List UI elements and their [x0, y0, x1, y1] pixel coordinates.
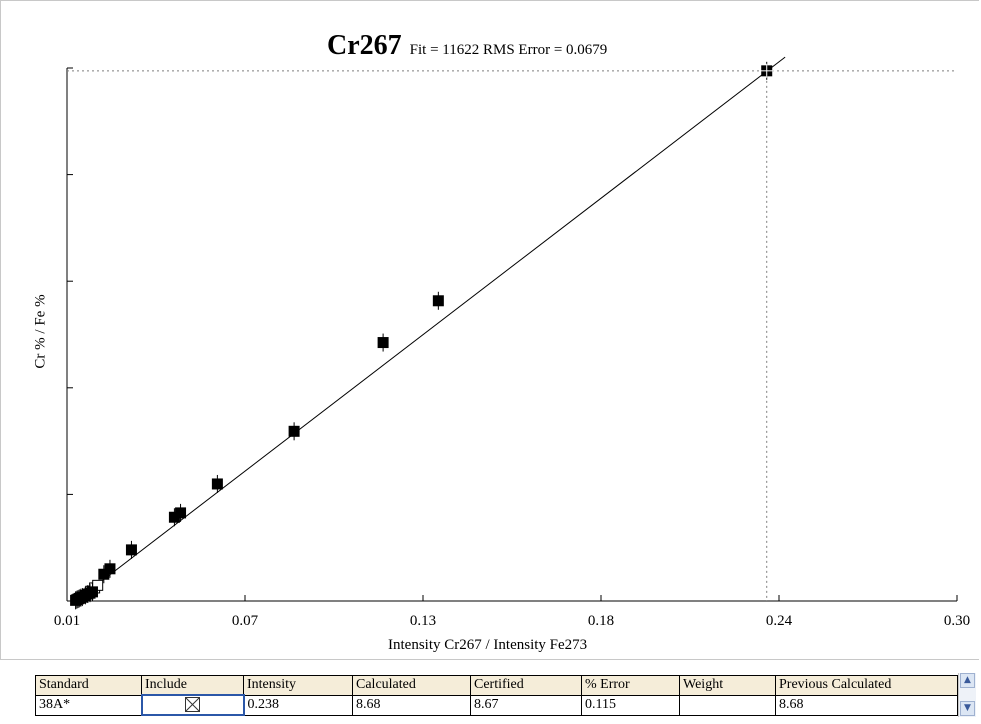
- chart-panel: [0, 0, 979, 660]
- y-axis-label: Cr % / Fe %: [32, 294, 49, 369]
- table-scrollbar[interactable]: ▲ ▼: [958, 673, 976, 717]
- x-tick-label: 0.01: [53, 613, 81, 629]
- data-point: [125, 544, 137, 556]
- chart-title: Cr267 Fit = 11622 RMS Error = 0.0679: [327, 30, 607, 62]
- header-certified[interactable]: Certified: [470, 675, 582, 696]
- x-tick-label: 0.18: [587, 613, 615, 629]
- data-point: [288, 425, 300, 437]
- calibration-chart: [66, 56, 958, 610]
- cell-certified[interactable]: 8.67: [470, 694, 582, 716]
- data-point: [377, 337, 389, 349]
- data-point: [432, 295, 444, 307]
- data-point: [86, 586, 98, 598]
- checkbox-checked-icon[interactable]: [185, 697, 200, 713]
- cell-include[interactable]: [140, 694, 245, 716]
- x-axis-label: Intensity Cr267 / Intensity Fe273: [388, 637, 588, 653]
- chart-title-main: Cr267: [327, 30, 402, 61]
- header-calculated[interactable]: Calculated: [352, 675, 471, 696]
- header-include[interactable]: Include: [141, 675, 244, 696]
- header-standard[interactable]: Standard: [35, 675, 142, 696]
- x-tick-label: 0.24: [765, 613, 793, 629]
- table-row[interactable]: 38A* 0.238 8.68 8.67 0.115 8.68: [35, 694, 958, 716]
- data-point: [175, 507, 187, 519]
- table-header-row: Standard Include Intensity Calculated Ce…: [35, 675, 958, 696]
- chevron-up-icon[interactable]: ▲: [960, 673, 975, 688]
- x-tick-label: 0.30: [943, 613, 971, 629]
- header-error[interactable]: % Error: [581, 675, 680, 696]
- cell-previous-calculated[interactable]: 8.68: [775, 694, 958, 716]
- header-weight[interactable]: Weight: [679, 675, 776, 696]
- header-previous-calculated[interactable]: Previous Calculated: [775, 675, 958, 696]
- data-point: [168, 511, 180, 523]
- cell-standard[interactable]: 38A*: [35, 694, 142, 716]
- data-point: [211, 478, 223, 490]
- data-point: [98, 568, 110, 580]
- chart-fit-stats: Fit = 11622 RMS Error = 0.0679: [409, 42, 608, 58]
- cell-error[interactable]: 0.115: [581, 694, 680, 716]
- header-intensity[interactable]: Intensity: [243, 675, 353, 696]
- data-point: [104, 563, 116, 575]
- cell-calculated[interactable]: 8.68: [352, 694, 471, 716]
- calibration-line: [75, 56, 786, 602]
- chevron-down-icon[interactable]: ▼: [960, 701, 975, 716]
- cell-intensity[interactable]: 0.238: [243, 694, 353, 716]
- x-tick-label: 0.13: [409, 613, 437, 629]
- cell-weight[interactable]: [679, 694, 776, 716]
- x-tick-label: 0.07: [231, 613, 259, 629]
- standards-table: Standard Include Intensity Calculated Ce…: [35, 675, 958, 716]
